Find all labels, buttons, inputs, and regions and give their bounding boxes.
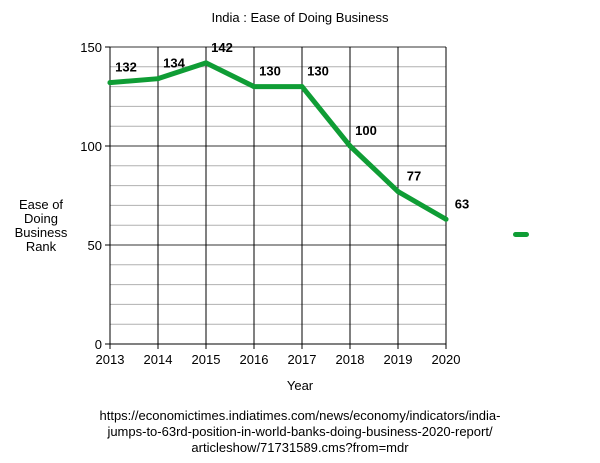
source-line: jumps-to-63rd-position-in-world-banks-do… [107, 424, 493, 439]
tick-labels: 0 50 100 150 2013 2014 2015 2016 2017 2018 2019 202… [80, 40, 460, 367]
y-axis-label: Ease of Doing Business Rank [6, 198, 76, 254]
y-axis-label-line: Ease of [18, 197, 64, 212]
series-lines [107, 60, 449, 222]
data-labels: 132 134 142 130 130 100 77 63 [115, 40, 469, 211]
x-axis-label: Year [286, 378, 314, 393]
data-point [155, 76, 161, 82]
y-axis-label-line: Rank [25, 239, 57, 254]
data-label: 132 [115, 60, 137, 75]
x-tick-label: 2013 [96, 352, 125, 367]
data-point [443, 216, 449, 222]
data-label: 77 [407, 169, 421, 184]
data-label: 100 [355, 123, 377, 138]
data-label: 134 [163, 56, 185, 71]
legend-swatch [513, 232, 529, 237]
axes [105, 46, 447, 349]
x-tick-label: 2014 [144, 352, 173, 367]
y-axis-label-line: Business [14, 225, 68, 240]
x-tick-label: 2015 [192, 352, 221, 367]
y-tick-label: 150 [80, 40, 102, 55]
data-label: 130 [307, 64, 329, 79]
y-tick-label: 0 [95, 337, 102, 352]
data-label: 142 [211, 40, 233, 55]
data-point [251, 84, 257, 90]
data-point [203, 60, 209, 66]
y-tick-label: 100 [80, 139, 102, 154]
y-tick-label: 50 [88, 238, 102, 253]
data-point [107, 80, 113, 86]
source-citation: https://economictimes.indiatimes.com/new… [0, 408, 600, 456]
data-label: 63 [455, 196, 469, 211]
source-line: https://economictimes.indiatimes.com/new… [99, 408, 501, 423]
x-tick-label: 2016 [240, 352, 269, 367]
x-tick-label: 2020 [432, 352, 461, 367]
x-tick-label: 2018 [336, 352, 365, 367]
data-point [347, 143, 353, 149]
data-point [299, 84, 305, 90]
source-line: articleshow/71731589.cms?from=mdr [191, 440, 409, 455]
data-label: 130 [259, 64, 281, 79]
series-line [107, 60, 449, 222]
x-tick-label: 2019 [384, 352, 413, 367]
gridlines [110, 46, 447, 344]
chart-title: India : Ease of Doing Business [211, 10, 389, 25]
data-point [395, 189, 401, 195]
x-tick-label: 2017 [288, 352, 317, 367]
y-axis-label-line: Doing [24, 211, 58, 226]
